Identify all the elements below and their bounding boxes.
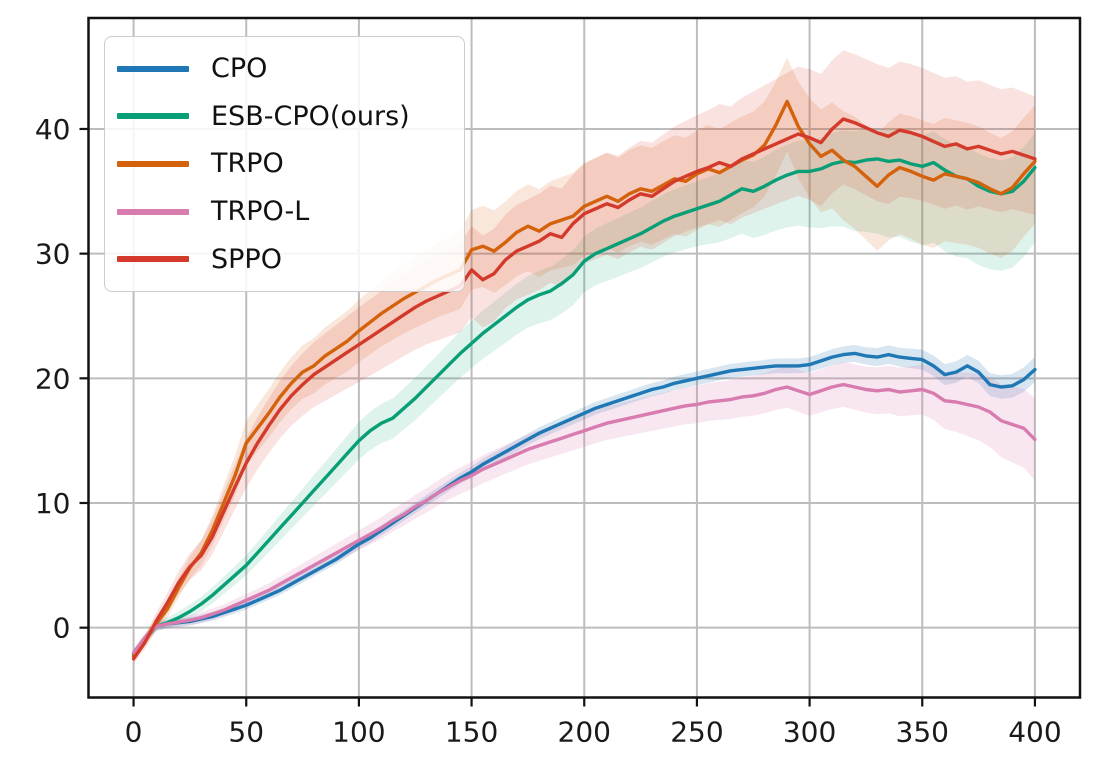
legend-item-sppo: SPPO	[117, 236, 454, 282]
esb-cpo-line-swatch-icon	[117, 113, 189, 120]
series-line-TRPO-L	[131, 382, 1037, 655]
legend-item-esb-cpo: ESB-CPO(ours)	[117, 93, 454, 139]
y-tick-label: 0	[53, 612, 71, 645]
x-tick-label: 400	[1008, 716, 1061, 749]
legend-item-trpo-l: TRPO-L	[117, 189, 454, 235]
x-tick-label: 200	[558, 716, 611, 749]
legend-label-trpo: TRPO	[211, 148, 284, 180]
y-tick-label: 30	[35, 238, 71, 271]
x-tick-label: 50	[228, 716, 264, 749]
series-band-TRPO	[133, 57, 1035, 662]
legend-item-trpo: TRPO	[117, 141, 454, 187]
x-tick-label: 150	[445, 716, 498, 749]
trpo-l-line-swatch-icon	[117, 208, 189, 215]
legend-label-sppo: SPPO	[211, 243, 282, 275]
legend: CPO ESB-CPO(ours) TRPO TRPO-L SPPO	[104, 36, 465, 292]
grid	[88, 18, 1080, 698]
trpo-line-swatch-icon	[117, 160, 189, 167]
tick-marks	[79, 127, 1037, 707]
y-tick-label: 10	[35, 487, 71, 520]
series-band-ESB-CPO(ours)	[133, 127, 1035, 658]
y-tick-label: 20	[35, 362, 71, 395]
x-tick-label: 0	[125, 716, 143, 749]
y-tick-label: 40	[35, 113, 71, 146]
legend-label-esb-cpo: ESB-CPO(ours)	[211, 100, 410, 132]
cpo-line-swatch-icon	[117, 65, 189, 72]
x-tick-label: 250	[670, 716, 723, 749]
x-tick-label: 350	[896, 716, 949, 749]
series-band-TRPO-L	[133, 362, 1035, 657]
tick-labels: 0 50 100 150 200 250 300 350 400 0 10 20 30 40	[35, 113, 1062, 749]
series-band-SPPO	[133, 50, 1035, 664]
sppo-line-swatch-icon	[117, 256, 189, 263]
legend-label-trpo-l: TRPO-L	[211, 196, 310, 228]
series-line-TRPO	[131, 99, 1037, 659]
x-tick-label: 100	[332, 716, 385, 749]
series-layer	[131, 50, 1037, 664]
series-line-SPPO	[131, 117, 1037, 661]
series-line-CPO	[131, 351, 1037, 657]
legend-item-cpo: CPO	[117, 46, 454, 92]
legend-label-cpo: CPO	[211, 53, 268, 85]
series-line-ESB-CPO(ours)	[131, 157, 1037, 656]
x-tick-label: 300	[783, 716, 836, 749]
